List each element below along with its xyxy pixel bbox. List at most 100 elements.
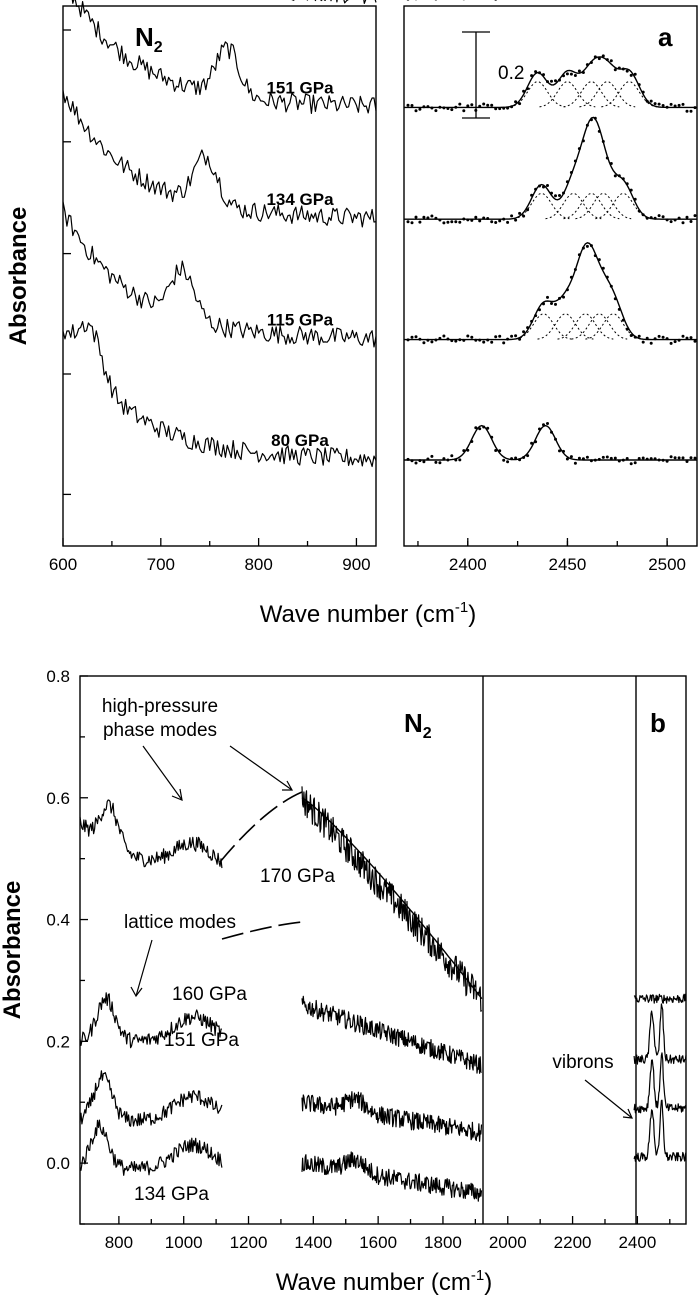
panel-a-right-data-point [454, 458, 458, 462]
panel-b-xtick-label: 2000 [489, 1233, 527, 1252]
panel-a-left-trace [62, 201, 377, 348]
panel-a-right-data-point [534, 187, 538, 191]
panel-a-right-data-point [542, 423, 545, 427]
panel-a-right-data-point [629, 73, 633, 77]
panel-a-right-data-point [661, 215, 665, 219]
panel-a-right-data-point [577, 147, 581, 151]
panel-a-right-data-point [454, 339, 458, 343]
panel-a-right-data-point [649, 457, 653, 461]
panel-b-low-trace [79, 799, 223, 869]
panel-b-series-label-151: 151 GPa [164, 1030, 239, 1051]
panel-a-right-data-point [550, 430, 553, 434]
panel-a-right-data-point [681, 456, 685, 460]
panel-a-right-data-point [486, 338, 490, 342]
panel-a-right-data-point [661, 335, 665, 339]
panel-a-right-data-point [601, 54, 605, 58]
panel-a-right-data-point [446, 458, 450, 462]
panel-a-right-data-point [605, 58, 609, 62]
panel-b-series-label-134: 134 GPa [134, 1184, 209, 1205]
panel-a-right-data-point [502, 341, 506, 345]
panel-a-right-data-point [613, 68, 617, 72]
panel-a-right-data-point [502, 217, 506, 221]
panel-a-right-data-point [689, 109, 693, 113]
panel-a-right-data-point [510, 334, 514, 338]
panel-a-right-data-point [506, 460, 510, 464]
panel-a-right-data-point [490, 103, 494, 107]
panel-a-right-data-point [645, 336, 649, 340]
panel-a-right-data-point [657, 214, 661, 218]
panel-b-low-trace [79, 1119, 223, 1176]
panel-b-mid-trace [301, 786, 483, 1012]
panel-a-right-data-point [589, 61, 593, 64]
panel-a-right-data-point [494, 221, 498, 224]
panel-b-xtick-label: 2200 [554, 1233, 592, 1252]
panel-a-right-data-point [450, 339, 454, 343]
panel-a-right-data-point [597, 457, 601, 461]
panel-b-160gpa-interpolation [221, 921, 303, 940]
panel-a-right-data-point [438, 336, 442, 340]
panel-a-right-data-point [446, 220, 450, 224]
panel-b-vibron-trace [633, 1003, 687, 1065]
panel-a-right-data-point [414, 335, 418, 339]
panel-b-traces [79, 786, 687, 1202]
panel-a-right-data-point [494, 449, 498, 452]
panel-a-right-data-point [534, 70, 538, 74]
panel-a-right-data-point [637, 209, 641, 213]
panel-a-right-data-point [605, 156, 609, 160]
panel-a-right-frame [403, 5, 698, 547]
panel-a-right-data-point [609, 284, 613, 288]
panel-a-right-component [575, 192, 632, 220]
panel-a-right-data-point [514, 100, 518, 104]
panel-a-right-component [601, 81, 658, 108]
panel-a-right-data-point [558, 194, 561, 197]
panel-a-right-data-point [665, 105, 669, 109]
panel-a-right-data-point [410, 221, 414, 225]
panel-a-right-data-point [633, 335, 637, 339]
panel-a-right-data-point [657, 102, 661, 106]
panel-a-right-data-point [581, 139, 585, 143]
panel-a-right-data-point [565, 457, 569, 461]
panel-b-mid-trace [301, 995, 482, 1074]
panel-a-right-data-point [422, 460, 426, 464]
panel-a-right-data-point [617, 307, 621, 311]
panel-a-right-data-point [629, 462, 633, 466]
panel-a-right-data-point [657, 458, 661, 462]
panel-a-panel-letter: a [658, 22, 673, 52]
panel-a-right-data-point [422, 215, 426, 219]
panel-a-right-data-point [514, 334, 518, 338]
panel-a-right-data-point [526, 87, 530, 91]
panel-b-annotation-high-pressure-2: phase modes [103, 720, 217, 741]
panel-a-right-data-point [414, 215, 418, 219]
panel-a-right-data-point [685, 109, 689, 113]
panel-a-right-data-point [569, 72, 573, 76]
panel-a-right-data-point [486, 103, 490, 107]
panel-a-right-data-point [530, 319, 534, 323]
panel-a-right-data-point [653, 102, 657, 106]
panel-a-right-data-point [494, 335, 498, 339]
panel-a-right-data-point [466, 218, 470, 222]
panel-a-right-data-point [661, 104, 665, 107]
panel-a-right-data-point [585, 244, 589, 248]
panel-b-xtick-label: 800 [105, 1233, 133, 1252]
panel-a-right-data-point [474, 426, 478, 430]
panel-a-right-data-point [621, 177, 625, 181]
panel-a-right-data-point [406, 338, 410, 342]
panel-b-ytick-label: 0.0 [46, 1154, 70, 1173]
panel-b-arrow-high-pressure-right [229, 745, 293, 791]
panel-a-right-data-point [530, 441, 534, 445]
panel-a-right-component [571, 313, 628, 340]
panel-a-right-data-point [442, 457, 446, 461]
panel-a-right-data-point [414, 461, 418, 465]
panel-a-x-axis-label: Wave number (cm-1) [260, 599, 477, 628]
panel-a-right-data-point [458, 338, 462, 342]
panel-a-right-data-point [494, 0, 497, 1]
panel-a-right-data-point [434, 460, 438, 464]
panel-a-right-data-point [546, 80, 549, 84]
panel-a-right-data-point [478, 104, 482, 108]
panel-b-xtick-label: 1600 [359, 1233, 397, 1252]
panel-a-right-data-point [613, 297, 617, 301]
panel-b-x-axis-label: Wave number (cm-1) [276, 1267, 493, 1296]
panel-a-left-trace [291, 0, 377, 4]
panel-a-right-data-point [498, 107, 502, 111]
panel-a-right-data-point [426, 216, 430, 220]
